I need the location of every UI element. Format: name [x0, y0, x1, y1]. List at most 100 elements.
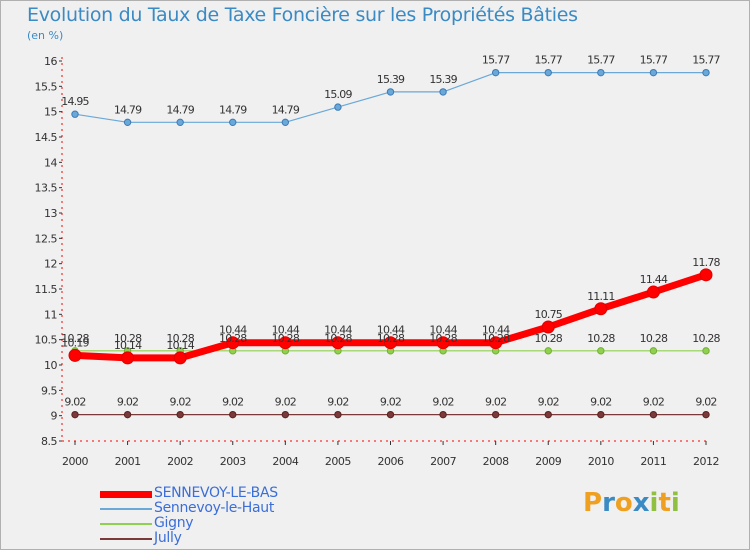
data-point [649, 68, 658, 77]
data-label: 10.28 [535, 332, 563, 345]
data-point [334, 410, 342, 419]
chart-title: Evolution du Taux de Taxe Foncière sur l… [27, 4, 578, 26]
data-label: 15.77 [482, 54, 510, 67]
data-point [121, 351, 135, 365]
data-point [597, 68, 605, 77]
series-points [68, 68, 713, 419]
proxiti-logo: Proxiti [583, 488, 680, 518]
data-label: 10.44 [482, 324, 510, 337]
data-point [702, 410, 710, 419]
logo-letter: i [670, 488, 680, 518]
data-label: 10.28 [587, 332, 615, 345]
data-label: 10.28 [640, 332, 668, 345]
data-point [439, 410, 447, 419]
data-label: 9.02 [643, 396, 664, 409]
y-tick-label: 9.5 [41, 384, 57, 397]
point-labels: 10.28 10.28 10.28 10.28 10.28 10.28 10.28 10.28… [61, 54, 721, 409]
data-label: 10.44 [272, 324, 300, 337]
data-label: 9.02 [485, 396, 506, 409]
data-point [68, 348, 82, 362]
data-label: 15.39 [429, 73, 457, 86]
data-label: 10.44 [219, 324, 247, 337]
data-label: 9.02 [64, 396, 85, 409]
data-label: 9.02 [327, 396, 348, 409]
data-label: 15.77 [640, 54, 668, 67]
data-label: 15.77 [692, 54, 720, 67]
data-label: 10.28 [61, 332, 89, 345]
data-label: 10.44 [324, 324, 352, 337]
data-point [649, 347, 658, 355]
legend-label: SENNEVOY-LE-BAS [154, 485, 278, 501]
data-label: 10.28 [429, 332, 457, 345]
series-lines [71, 72, 710, 416]
data-label: 15.77 [535, 54, 563, 67]
data-point [386, 88, 395, 96]
data-label: 10.28 [377, 332, 405, 345]
x-tick-label: 2009 [535, 455, 561, 468]
data-point [278, 336, 292, 350]
legend-label: Jully [154, 530, 182, 546]
y-tick-label: 12 [44, 258, 57, 271]
data-point [176, 410, 184, 419]
data-point [384, 336, 397, 350]
legend-swatch [100, 508, 152, 510]
data-label: 11.44 [640, 273, 668, 286]
data-label: 10.19 [61, 336, 89, 349]
data-label: 10.75 [535, 308, 563, 321]
data-point [594, 302, 608, 316]
data-point [176, 118, 184, 127]
data-label: 9.02 [275, 396, 296, 409]
data-point [702, 347, 710, 355]
data-label: 10.28 [692, 332, 720, 345]
data-point [71, 410, 79, 419]
data-label: 14.95 [61, 95, 89, 108]
data-point [334, 103, 342, 111]
data-label: 9.02 [432, 396, 453, 409]
logo-letter: i [649, 488, 659, 518]
legend-label: Gigny [154, 515, 194, 531]
x-tick-label: 2008 [483, 455, 509, 468]
data-label: 15.39 [377, 73, 405, 86]
data-label: 14.79 [272, 103, 300, 116]
data-point [331, 336, 345, 350]
data-point [702, 68, 710, 77]
data-label: 9.02 [170, 396, 191, 409]
data-label: 9.02 [222, 396, 243, 409]
data-point [123, 118, 132, 127]
legend-swatch [100, 523, 152, 525]
y-tick-label: 13.5 [35, 182, 58, 195]
y-tick-label: 10.5 [35, 334, 58, 347]
data-point [489, 336, 503, 350]
data-point [544, 347, 552, 355]
data-label: 11.11 [587, 290, 615, 303]
data-label: 11.78 [692, 256, 720, 269]
logo-letter: t [658, 488, 671, 518]
data-point [597, 347, 605, 355]
data-point [541, 320, 555, 334]
data-point [544, 410, 552, 419]
data-label: 14.79 [166, 103, 194, 116]
x-tick-label: 2002 [167, 455, 193, 468]
data-label: 9.02 [590, 396, 611, 409]
data-point [71, 110, 79, 118]
y-tick-label: 15 [44, 106, 57, 119]
data-point [439, 88, 447, 96]
x-tick-label: 2001 [115, 455, 141, 468]
data-label: 10.44 [429, 324, 457, 337]
data-label: 9.02 [380, 396, 401, 409]
y-tick-label: 16 [44, 55, 57, 68]
chart-axes: 8.5 9 9.5 10 10.5 11 11.5 12 12.5 13 13.5 14 14.5 15 1… [35, 55, 720, 468]
y-tick-label: 8.5 [41, 435, 57, 448]
data-point [226, 336, 240, 350]
y-tick-label: 14.5 [35, 131, 58, 144]
x-tick-label: 2004 [272, 455, 298, 468]
logo-letter: o [614, 488, 633, 518]
data-point [173, 351, 187, 365]
y-tick-label: 10 [44, 359, 57, 372]
data-point [544, 68, 552, 77]
y-tick-label: 12.5 [35, 232, 58, 245]
data-point [229, 410, 237, 419]
legend-swatch [100, 538, 152, 540]
